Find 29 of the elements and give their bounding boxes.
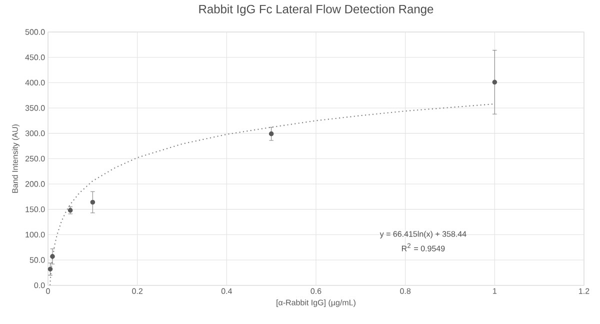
line-series (49, 103, 496, 286)
x-axis-title: [α-Rabbit IgG] (µg/mL) (276, 300, 356, 307)
y-tick-label: 450.0 (25, 54, 45, 60)
chart-title: Rabbit IgG Fc Lateral Flow Detection Range (199, 4, 434, 16)
x-tick-label: 0 (46, 288, 50, 294)
y-tick-label: 350.0 (25, 105, 45, 111)
y-tick-label: 200.0 (25, 181, 45, 187)
y-tick-label: 400.0 (25, 80, 45, 86)
y-axis-title: Band Intensity (AU) (12, 124, 20, 193)
y-tick-label: 50.0 (30, 257, 45, 263)
point (48, 266, 53, 272)
x-tick-label: 1.2 (579, 288, 590, 294)
y-tick-label: 150.0 (26, 206, 45, 212)
y-tick-label: 0.0 (34, 282, 45, 288)
y-tick-label: 300.0 (25, 130, 45, 136)
annotation: y = 66.415ln(x) + 358.44 (380, 230, 466, 238)
y-tick-label: 250.0 (25, 156, 45, 162)
point (50, 254, 55, 259)
x-tick-label: 0.8 (400, 288, 411, 294)
x-tick-label: 1 (493, 288, 496, 294)
y-tick-label: 100.0 (26, 232, 45, 238)
x-tick-label: 0.4 (221, 288, 232, 294)
x-tick-label: 0.6 (310, 288, 322, 294)
point (90, 200, 96, 205)
point (492, 80, 498, 85)
x-tick-label: 0.2 (132, 288, 143, 294)
point (268, 131, 274, 136)
annotation: R$^{2}$ = 0.9549 (402, 243, 445, 252)
y-tick-label: 500.0 (25, 29, 45, 35)
